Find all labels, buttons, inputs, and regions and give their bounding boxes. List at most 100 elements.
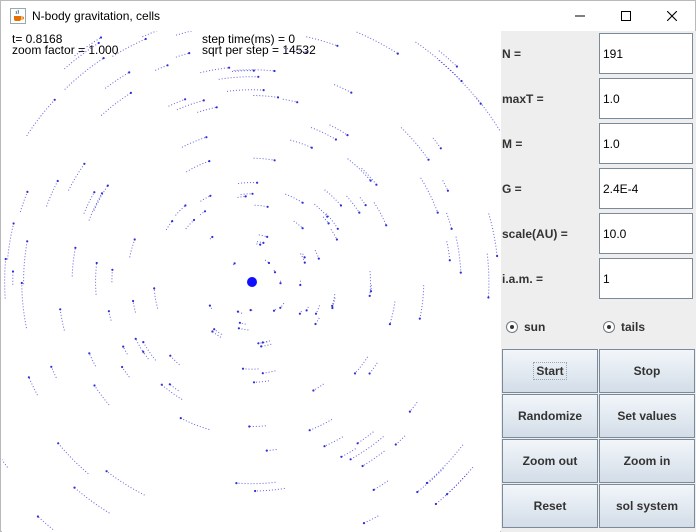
- body: [257, 342, 260, 345]
- body-tail: [21, 282, 27, 329]
- body: [11, 270, 15, 273]
- body: [434, 502, 437, 506]
- body: [276, 96, 280, 99]
- body-tail: [314, 203, 328, 217]
- body: [416, 490, 419, 494]
- body-tail: [238, 327, 249, 331]
- body-tail: [357, 431, 374, 444]
- m-input[interactable]: [599, 123, 693, 164]
- body-tail: [369, 362, 378, 374]
- scale-input[interactable]: [599, 213, 693, 254]
- body: [266, 205, 269, 208]
- body: [95, 261, 98, 265]
- body-tail: [23, 241, 28, 285]
- body-tail: [446, 473, 468, 495]
- body-tail: [435, 466, 474, 505]
- title-bar[interactable]: N-body gravitation, cells: [1, 1, 695, 31]
- body: [36, 515, 40, 518]
- start-button[interactable]: Start: [502, 349, 598, 393]
- body: [166, 64, 169, 67]
- simulation-drawing: [2, 31, 500, 530]
- body-tail: [415, 41, 462, 82]
- body: [20, 281, 23, 285]
- zoom-in-button[interactable]: Zoom in: [599, 439, 695, 483]
- body: [326, 215, 329, 218]
- minimize-button[interactable]: [557, 1, 603, 31]
- body-tail: [236, 481, 276, 485]
- body: [111, 268, 114, 271]
- body-tail: [322, 216, 329, 224]
- randomize-button[interactable]: Randomize: [502, 394, 598, 438]
- body: [209, 194, 212, 197]
- control-panel: N = maxT = M = G = scale(AU) = i.a.m. = …: [501, 31, 696, 532]
- body: [479, 102, 482, 105]
- body-tail: [26, 99, 56, 137]
- body-tail: [310, 127, 337, 140]
- body: [235, 482, 238, 485]
- body: [375, 183, 378, 186]
- field-iam: i.a.m. =: [501, 256, 696, 301]
- body-tail: [68, 163, 85, 191]
- body: [372, 488, 375, 491]
- body: [188, 52, 191, 55]
- body-tail: [135, 338, 145, 354]
- body: [340, 455, 343, 458]
- sun-radio[interactable]: [506, 321, 518, 333]
- body-tail: [261, 343, 272, 347]
- stop-button[interactable]: Stop: [599, 349, 695, 393]
- body-tail: [121, 366, 130, 378]
- body-tail: [132, 300, 136, 313]
- body: [364, 204, 367, 207]
- set-values-button[interactable]: Set values: [599, 394, 695, 438]
- body: [296, 101, 299, 104]
- body: [215, 106, 218, 109]
- body: [203, 210, 207, 213]
- body: [73, 486, 76, 489]
- body: [305, 309, 308, 312]
- body-tail: [369, 271, 371, 296]
- body-tail: [325, 213, 339, 230]
- body-tail: [64, 57, 104, 90]
- body: [160, 383, 163, 386]
- body: [459, 271, 462, 274]
- tails-option[interactable]: tails: [603, 311, 645, 343]
- body-tail: [233, 69, 275, 72]
- body: [208, 304, 211, 307]
- sol-system-button[interactable]: sol system: [599, 484, 695, 528]
- iam-input[interactable]: [599, 258, 693, 299]
- body: [358, 211, 361, 214]
- body-tail: [258, 234, 268, 238]
- body-tail: [255, 487, 285, 492]
- reset-button[interactable]: Reset: [502, 484, 598, 528]
- body-tail: [50, 366, 57, 379]
- body: [298, 312, 301, 315]
- body-tail: [314, 249, 320, 259]
- simulation-canvas[interactable]: t= 0.8168 zoom factor = 1.000 step time(…: [2, 31, 500, 532]
- body-tail: [212, 331, 222, 338]
- zoom-out-button[interactable]: Zoom out: [502, 439, 598, 483]
- n-input[interactable]: [599, 33, 693, 74]
- body-tail: [200, 67, 230, 74]
- body: [349, 458, 352, 461]
- body-tail: [161, 384, 183, 400]
- body: [122, 345, 125, 348]
- maxt-input[interactable]: [599, 78, 693, 119]
- maximize-icon: [621, 11, 631, 21]
- body: [350, 91, 353, 94]
- body: [121, 365, 124, 369]
- body-tail: [285, 193, 303, 204]
- body: [303, 256, 306, 259]
- body-tail: [218, 76, 259, 80]
- body: [279, 282, 282, 285]
- close-button[interactable]: [649, 1, 695, 31]
- body: [256, 181, 259, 184]
- sun-option[interactable]: sun: [506, 311, 545, 343]
- g-input[interactable]: [599, 168, 693, 209]
- body: [427, 158, 430, 161]
- body: [259, 243, 262, 246]
- tails-radio[interactable]: [603, 321, 615, 333]
- body: [336, 227, 339, 230]
- window-title: N-body gravitation, cells: [32, 9, 161, 23]
- maximize-button[interactable]: [603, 1, 649, 31]
- body-tail: [324, 436, 344, 447]
